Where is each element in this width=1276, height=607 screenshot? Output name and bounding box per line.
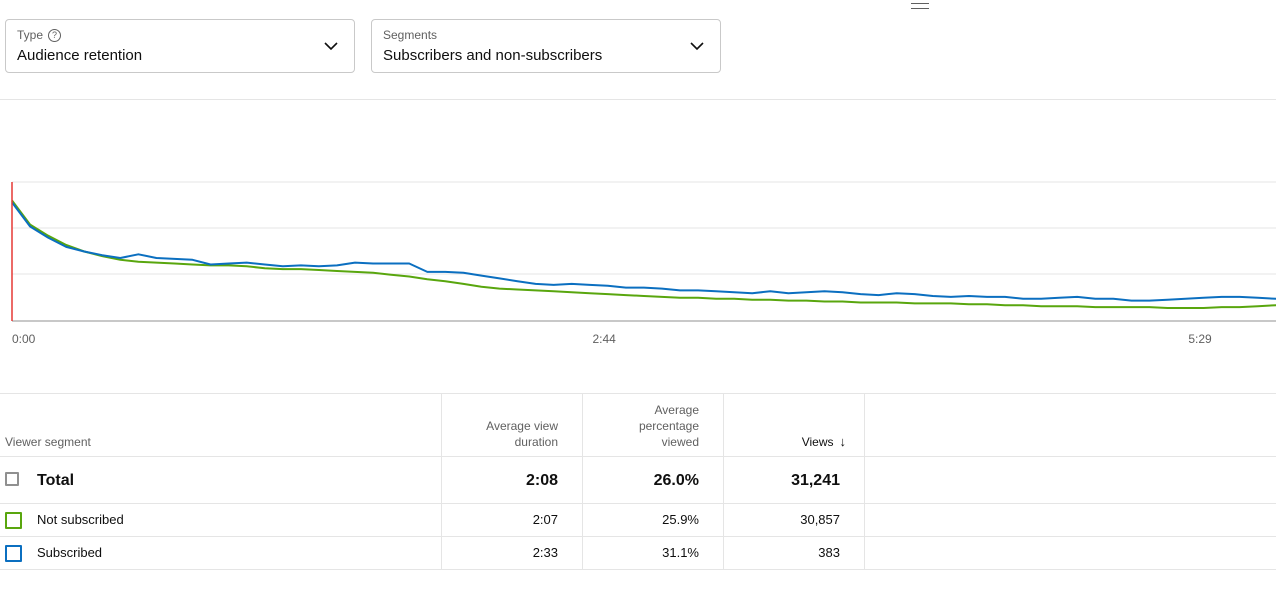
checkbox-not-subscribed[interactable] bbox=[5, 512, 22, 529]
avg-percentage-viewed: 31.1% bbox=[662, 545, 699, 560]
x-tick-label: 5:29 bbox=[1188, 332, 1212, 346]
segments-dropdown-value: Subscribers and non-subscribers bbox=[383, 47, 603, 64]
column-divider bbox=[441, 394, 442, 569]
segment-name: Not subscribed bbox=[37, 512, 124, 527]
series-line-not-subscribed bbox=[11, 199, 1276, 309]
series-line-subscribed bbox=[11, 201, 1276, 302]
header-avg-percentage-viewed[interactable]: Average percentage viewed bbox=[638, 403, 699, 449]
avg-percentage-viewed: 25.9% bbox=[662, 512, 699, 527]
header-avg-view-duration[interactable]: Average view duration bbox=[486, 419, 558, 449]
avg-percentage-viewed: 26.0% bbox=[653, 472, 699, 489]
menu-icon[interactable] bbox=[911, 3, 929, 13]
avg-view-duration: 2:07 bbox=[532, 512, 558, 527]
segment-name: Subscribed bbox=[37, 545, 103, 560]
row-divider bbox=[0, 503, 1276, 504]
header-viewer-segment: Viewer segment bbox=[5, 435, 91, 449]
retention-chart[interactable]: 0:00 2:44 5:29 bbox=[0, 100, 1276, 360]
segments-dropdown[interactable]: Segments Subscribers and non-subscribers bbox=[371, 19, 721, 73]
type-dropdown-label: Type bbox=[17, 28, 44, 42]
views: 30,857 bbox=[800, 512, 840, 527]
arrow-down-icon: ↓ bbox=[839, 434, 847, 449]
chevron-down-icon bbox=[690, 42, 704, 51]
checkbox-total[interactable] bbox=[5, 472, 19, 486]
type-dropdown[interactable]: Type ? Audience retention bbox=[5, 19, 355, 73]
row-divider bbox=[0, 536, 1276, 537]
x-tick-label: 2:44 bbox=[593, 332, 617, 346]
segments-dropdown-label: Segments bbox=[383, 28, 438, 42]
help-icon[interactable]: ? bbox=[48, 28, 62, 42]
column-divider bbox=[864, 394, 865, 569]
segment-name: Total bbox=[37, 472, 75, 489]
row-divider bbox=[0, 456, 1276, 457]
header-views[interactable]: Views ↓ bbox=[801, 434, 847, 449]
table-top-border bbox=[0, 393, 1276, 394]
column-divider bbox=[582, 394, 583, 569]
chevron-down-icon bbox=[324, 42, 338, 51]
x-tick-label: 0:00 bbox=[12, 332, 36, 346]
divider bbox=[0, 99, 1276, 100]
checkbox-subscribed[interactable] bbox=[5, 545, 22, 562]
views: 31,241 bbox=[791, 472, 840, 489]
row-divider bbox=[0, 569, 1276, 570]
avg-view-duration: 2:33 bbox=[532, 545, 558, 560]
views: 383 bbox=[818, 545, 840, 560]
avg-view-duration: 2:08 bbox=[525, 472, 558, 489]
type-dropdown-value: Audience retention bbox=[17, 47, 143, 64]
column-divider bbox=[723, 394, 724, 569]
